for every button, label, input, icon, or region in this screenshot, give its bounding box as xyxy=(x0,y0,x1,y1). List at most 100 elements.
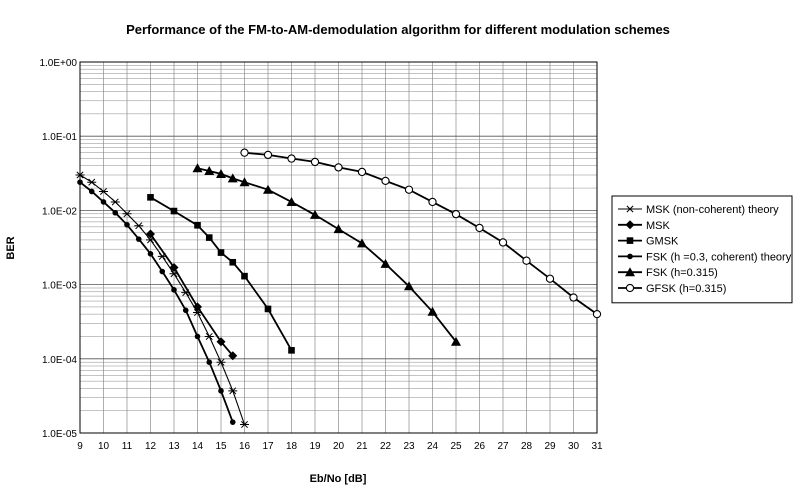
data-point-diamond xyxy=(146,229,155,239)
data-point-diamond xyxy=(169,263,179,273)
series-group xyxy=(75,148,602,429)
data-point-triangle xyxy=(310,209,320,219)
data-point-diamond xyxy=(193,302,202,312)
x-tick-label: 28 xyxy=(521,441,533,452)
legend-label: FSK (h =0.3, coherent) theory xyxy=(646,251,792,263)
x-tick-label: 22 xyxy=(380,441,392,452)
y-tick-label: 1.0E-01 xyxy=(42,132,77,143)
plot-area xyxy=(79,61,598,434)
data-point-circle xyxy=(171,287,177,293)
legend-item: GFSK (h=0.315) xyxy=(618,283,726,295)
x-tick-label: 26 xyxy=(474,441,486,452)
data-point-open-circle xyxy=(569,293,578,302)
data-point-open-circle xyxy=(334,163,343,172)
data-point-triangle xyxy=(427,306,438,316)
data-point-square xyxy=(241,272,248,280)
data-point-star xyxy=(625,205,635,213)
series-6 xyxy=(240,148,602,319)
legend-box xyxy=(611,195,793,304)
data-point-circle xyxy=(147,251,154,257)
series-2 xyxy=(146,229,238,361)
data-point-open-circle xyxy=(451,210,461,219)
data-point-triangle xyxy=(204,165,215,175)
x-tick-label: 23 xyxy=(403,441,415,452)
series-line xyxy=(244,151,598,315)
data-point-open-circle xyxy=(404,185,414,194)
data-point-diamond xyxy=(625,220,635,230)
y-tick-label: 1.0E+00 xyxy=(39,58,77,69)
legend-label: GMSK xyxy=(646,236,679,248)
data-point-triangle xyxy=(192,163,203,173)
x-tick-label: 13 xyxy=(168,441,180,452)
data-point-triangle xyxy=(357,238,367,248)
data-point-star xyxy=(122,210,132,218)
series-5 xyxy=(192,163,461,346)
x-tick-label: 15 xyxy=(215,441,227,452)
data-point-triangle xyxy=(404,281,414,291)
data-point-square xyxy=(264,305,272,313)
y-axis-label: BER xyxy=(5,236,17,259)
data-point-star xyxy=(240,421,249,429)
data-point-square xyxy=(205,234,213,241)
data-point-open-circle xyxy=(381,176,390,186)
data-point-square xyxy=(194,221,201,229)
x-tick-label: 14 xyxy=(192,441,204,452)
x-tick-label: 17 xyxy=(262,441,274,452)
data-point-circle xyxy=(112,209,119,216)
legend-item: MSK xyxy=(618,220,671,232)
data-point-square xyxy=(147,194,154,201)
x-tick-label: 16 xyxy=(239,441,251,452)
x-tick-label: 18 xyxy=(286,441,298,452)
legend: MSK (non-coherent) theory MSK GMSK FSK (h =… xyxy=(611,195,793,304)
data-point-triangle xyxy=(625,267,635,277)
chart-title: Performance of the FM-to-AM-demodulation… xyxy=(126,22,670,37)
data-point-open-circle xyxy=(545,274,555,283)
data-point-triangle xyxy=(333,224,344,234)
series-line xyxy=(79,181,234,423)
data-point-circle xyxy=(124,221,130,228)
data-point-triangle xyxy=(239,177,250,187)
data-point-star xyxy=(228,387,238,395)
legend-item: GMSK xyxy=(618,236,679,248)
x-tick-label: 30 xyxy=(568,441,580,452)
data-point-square xyxy=(626,237,634,244)
data-point-circle xyxy=(88,188,95,195)
x-tick-label: 10 xyxy=(98,441,110,452)
legend-label: GFSK (h=0.315) xyxy=(646,283,726,295)
x-tick-label: 31 xyxy=(591,441,603,452)
x-tick-label: 20 xyxy=(333,441,345,452)
data-point-open-circle xyxy=(592,309,602,319)
series-3 xyxy=(147,194,295,354)
data-point-star xyxy=(134,222,144,230)
data-point-open-circle xyxy=(475,223,484,233)
data-point-triangle xyxy=(227,173,238,183)
x-tick-label: 21 xyxy=(356,441,368,452)
x-axis-label: Eb/No [dB] xyxy=(310,473,367,485)
data-point-open-circle xyxy=(357,167,367,177)
x-tick-label: 27 xyxy=(497,441,509,452)
data-point-circle xyxy=(194,333,201,340)
x-tick-label: 12 xyxy=(145,441,157,452)
series-4 xyxy=(77,179,236,425)
data-point-open-circle xyxy=(287,154,296,163)
data-point-open-circle xyxy=(522,256,531,265)
x-tick-label: 19 xyxy=(309,441,321,452)
data-point-open-circle xyxy=(625,283,635,293)
data-point-circle xyxy=(77,179,83,185)
x-tick-label: 24 xyxy=(427,441,439,452)
x-tick-label: 11 xyxy=(122,441,133,452)
y-tick-label: 1.0E-04 xyxy=(42,355,77,366)
legend-label: MSK xyxy=(646,220,671,232)
data-point-circle xyxy=(182,307,189,314)
data-point-circle xyxy=(135,236,142,242)
data-point-open-circle xyxy=(310,157,320,167)
data-point-circle xyxy=(159,268,166,275)
data-point-diamond xyxy=(216,337,226,347)
legend-label: FSK (h=0.315) xyxy=(646,267,718,279)
data-point-star xyxy=(216,358,226,366)
data-point-star xyxy=(110,198,120,206)
data-point-triangle xyxy=(380,258,391,268)
data-point-star xyxy=(204,332,214,340)
data-point-circle xyxy=(218,388,224,394)
